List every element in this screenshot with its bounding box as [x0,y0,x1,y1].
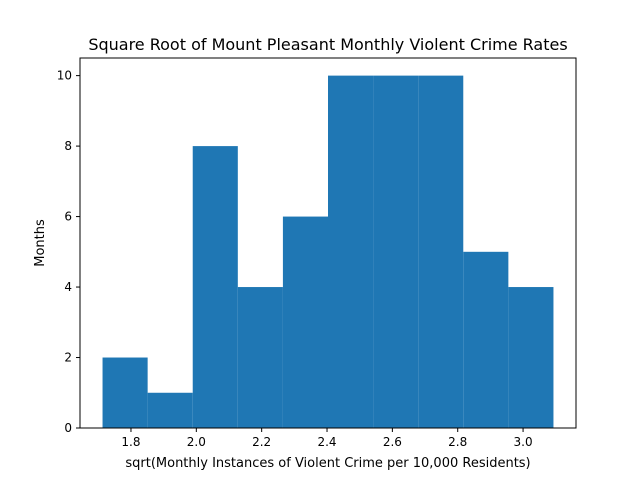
chart-title: Square Root of Mount Pleasant Monthly Vi… [88,35,567,54]
y-tick-label: 2 [64,351,72,365]
y-tick-label: 4 [64,280,72,294]
histogram-bar [102,357,148,428]
y-tick-label: 6 [64,210,72,224]
histogram-bar [508,287,554,428]
histogram-bar [147,392,193,428]
histogram-bar [373,75,419,428]
x-axis-label: sqrt(Monthly Instances of Violent Crime … [125,456,530,471]
x-tick-label: 2.4 [317,435,336,449]
bars-group [102,75,554,428]
histogram-bar [237,287,283,428]
x-tick-label: 2.8 [448,435,467,449]
histogram-bar [463,251,509,428]
x-tick-label: 2.6 [383,435,402,449]
y-axis-label: Months [33,219,48,267]
histogram-bar [328,75,374,428]
histogram-bar [282,216,328,428]
histogram-bar [418,75,464,428]
x-tick-label: 1.8 [121,435,140,449]
y-ticks-group: 0 2 4 6 8 10 [57,69,80,435]
y-tick-label: 0 [64,421,72,435]
x-tick-label: 2.2 [252,435,271,449]
x-tick-label: 3.0 [514,435,533,449]
x-ticks-group: 1.8 2.0 2.2 2.4 2.6 2.8 3.0 [121,428,533,449]
y-tick-label: 10 [57,69,72,83]
plot-frame [79,57,577,429]
y-tick-label: 8 [64,139,72,153]
histogram-bar [192,146,238,428]
x-tick-label: 2.0 [187,435,206,449]
